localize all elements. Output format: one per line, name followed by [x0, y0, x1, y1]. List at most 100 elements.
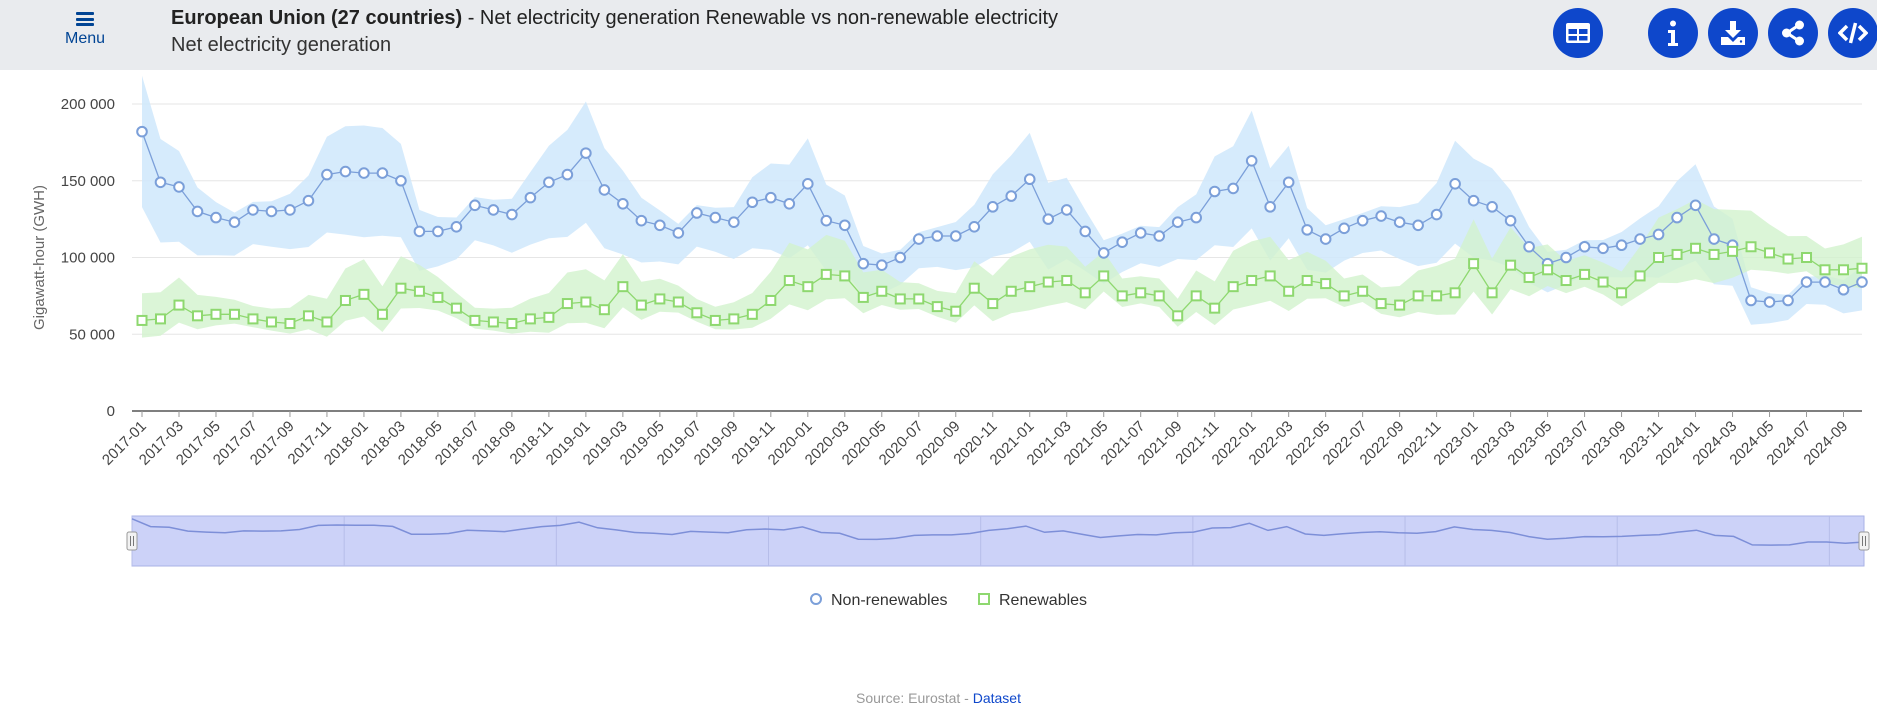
renewables-point: [654, 293, 666, 305]
renewables-point: [543, 311, 555, 323]
menu-button[interactable]: Menu: [62, 8, 108, 48]
embed-button[interactable]: [1828, 8, 1877, 58]
non-renewables-point: [1301, 224, 1313, 236]
non-renewables-legend-label: Non-renewables: [831, 592, 948, 609]
navigator-selection: [131, 515, 1865, 567]
renewables-point: [1375, 298, 1387, 310]
non-renewables-point: [1745, 294, 1757, 307]
renewables-point: [635, 299, 647, 311]
non-renewables-point: [1375, 210, 1387, 222]
renewables-point: [765, 294, 777, 306]
chart-area: 0 50 000 100 000 150 000 200 000 Gigawatt-hou…: [0, 70, 1877, 704]
renewables-point: [1061, 275, 1073, 287]
y-axis-title: Gigawatt-hour (GWH): [31, 185, 48, 330]
renewables-point: [1394, 299, 1406, 311]
non-renewables-point: [968, 221, 981, 233]
non-renewables-point: [783, 197, 796, 210]
non-renewables-point: [857, 257, 870, 270]
dataset-link[interactable]: Dataset: [972, 690, 1021, 706]
renewables-point: [1671, 248, 1683, 260]
non-renewables-point: [1208, 185, 1221, 198]
renewables-point: [469, 314, 481, 326]
renewables-point: [1079, 287, 1091, 299]
renewables-point: [1653, 252, 1665, 263]
renewables-point: [1690, 242, 1702, 254]
renewables-point: [783, 275, 795, 287]
non-renewables-point: [986, 201, 999, 213]
non-renewables-point: [228, 216, 241, 228]
non-renewables-point: [1782, 294, 1794, 307]
info-button[interactable]: [1648, 8, 1698, 58]
renewables-point: [1024, 281, 1036, 293]
table-icon: [1566, 23, 1590, 43]
renewables-point: [1190, 290, 1202, 302]
renewables-line: [141, 246, 1863, 325]
non-renewables-point: [561, 168, 574, 181]
renewables-point: [857, 291, 869, 303]
non-renewables-point: [1430, 208, 1443, 221]
renewables-point: [1449, 287, 1461, 299]
non-renewables-point: [580, 147, 592, 159]
header-bar: Menu European Union (27 countries) - Net…: [0, 0, 1877, 70]
renewables-point: [1357, 285, 1369, 297]
page-subtitle: Net electricity generation: [171, 34, 392, 56]
navigator-line: [131, 518, 1865, 546]
download-button[interactable]: [1708, 8, 1758, 58]
non-renewables-point: [1412, 219, 1424, 232]
non-renewables-point: [1856, 276, 1868, 288]
non-renewables-point: [1578, 240, 1591, 253]
renewables-point: [1727, 245, 1739, 257]
renewables-point: [302, 310, 314, 322]
non-renewables-point: [1504, 214, 1517, 227]
renewables-point: [802, 281, 814, 293]
menu-label: Menu: [64, 30, 106, 47]
renewables-point: [1283, 285, 1295, 297]
non-renewables-point: [1282, 176, 1295, 189]
renewables-point: [580, 296, 592, 308]
non-renewables-point: [949, 230, 962, 242]
non-renewables-point: [709, 211, 722, 224]
renewables-point: [598, 304, 610, 316]
non-renewables-range-band: [142, 75, 1862, 325]
share-button[interactable]: [1768, 8, 1818, 58]
non-renewables-point: [1671, 211, 1683, 224]
non-renewables-point: [1837, 283, 1850, 296]
non-renewables-line: [141, 131, 1863, 303]
renewables-point: [1172, 310, 1184, 322]
non-renewables-point: [1153, 230, 1166, 242]
non-renewables-point: [1689, 199, 1702, 212]
non-renewables-point: [1652, 228, 1665, 241]
navigator-handle-left: [126, 531, 138, 551]
renewables-point: [1301, 275, 1313, 287]
y-tick-label: 0: [107, 403, 115, 420]
table-view-button[interactable]: [1553, 8, 1603, 58]
renewables-point: [487, 316, 499, 328]
renewables-point: [1634, 270, 1646, 282]
hamburger-icon: [76, 12, 94, 26]
renewables-point: [691, 307, 703, 319]
non-renewables-point: [672, 227, 685, 239]
non-renewables-point: [1060, 204, 1073, 216]
line-chart[interactable]: 0 50 000 100 000 150 000 200 000 Gigawatt-hou…: [0, 70, 1877, 690]
download-icon: [1721, 21, 1745, 45]
renewables-point: [247, 313, 259, 325]
non-renewables-point: [1245, 154, 1258, 167]
non-renewables-point: [469, 199, 481, 212]
renewables-point: [1135, 287, 1147, 299]
non-renewables-point: [210, 211, 222, 224]
non-renewables-point: [154, 176, 167, 189]
renewables-point: [413, 285, 425, 297]
renewables-point: [950, 305, 962, 317]
non-renewables-point: [265, 205, 278, 218]
non-renewables-point: [1227, 182, 1239, 195]
renewables-point: [173, 299, 185, 311]
non-renewables-point: [487, 204, 500, 216]
renewables-point: [136, 314, 148, 326]
renewables-point: [746, 308, 758, 320]
non-renewables-point: [191, 205, 204, 218]
renewables-point: [894, 293, 906, 305]
non-renewables-point: [820, 214, 833, 227]
renewables-point: [395, 282, 407, 294]
renewables-point: [1708, 248, 1720, 260]
source-credit: Source: Eurostat - Dataset: [0, 690, 1877, 706]
